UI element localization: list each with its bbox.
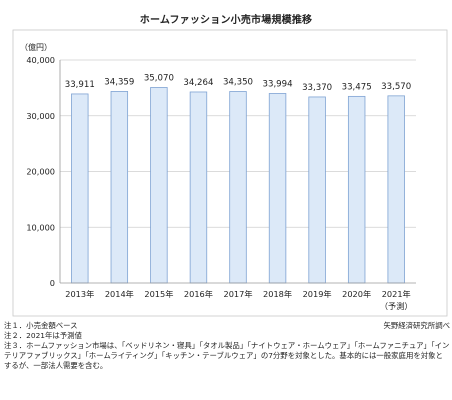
bar: [308, 96, 326, 284]
x-tick-label: 2018年: [263, 289, 292, 299]
x-tick-label: 2016年: [184, 289, 213, 299]
chart-title: ホームファッション小売市場規模推移: [139, 15, 313, 26]
y-tick-label: 40,000: [26, 55, 55, 65]
y-axis-ticks: 0 10,000 20,000 30,000 40,000: [26, 55, 55, 288]
data-label: 33,370: [302, 83, 332, 93]
x-tick-label: 2017年: [223, 289, 252, 299]
x-tick-label: 2013年: [65, 289, 94, 299]
x-tick-sublabel: （予測）: [380, 301, 413, 311]
bar: [110, 91, 129, 284]
bar: [347, 95, 366, 284]
bar: [189, 91, 208, 284]
y-tick-label: 0: [50, 278, 55, 288]
bar: [268, 93, 287, 284]
y-tick-label: 10,000: [26, 222, 55, 232]
bar: [387, 95, 405, 284]
note-1: 注１．小売金額ベース: [4, 321, 78, 330]
bars: [71, 87, 405, 284]
data-label: 34,264: [183, 78, 213, 88]
x-axis-ticks: 2013年 2014年 2015年 2016年 2017年 2018年 2019年 2020年…: [65, 289, 412, 311]
plot-frame: [12, 29, 448, 317]
note-2: 注２．2021年は予測値: [4, 331, 82, 340]
x-tick-label: 2015年: [144, 289, 173, 299]
data-label: 33,475: [342, 82, 372, 92]
y-unit-label: （億円）: [20, 42, 52, 52]
note-3: 注３．ホームファッション市場は、「ベッドリネン・寝具」「タオル製品」「ナイトウェ…: [4, 341, 450, 370]
y-tick-label: 20,000: [26, 167, 55, 177]
note-row-2: 注２．2021年は予測値: [4, 331, 450, 341]
bar: [229, 91, 247, 284]
data-label: 34,350: [223, 77, 253, 87]
data-label: 33,570: [381, 82, 411, 92]
data-label: 35,070: [144, 73, 174, 83]
x-tick-label: 2020年: [342, 289, 371, 299]
x-tick-label: 2021年: [382, 289, 411, 299]
data-label: 33,994: [263, 79, 293, 89]
bar: [71, 93, 89, 284]
y-tick-label: 30,000: [26, 111, 55, 121]
note-row-3: 注３．ホームファッション市場は、「ベッドリネン・寝具」「タオル製品」「ナイトウェ…: [4, 341, 450, 371]
data-label: 34,359: [104, 77, 134, 87]
footnotes: 注１．小売金額ベース 矢野経済研究所調べ 注２．2021年は予測値 注３．ホーム…: [4, 321, 450, 371]
data-label: 33,911: [65, 80, 95, 90]
x-tick-label: 2014年: [105, 289, 134, 299]
source-credit: 矢野経済研究所調べ: [383, 321, 450, 330]
x-tick-label: 2019年: [303, 289, 332, 299]
bar: [150, 87, 168, 284]
data-labels: 33,911 34,359 35,070 34,264 34,350 33,994 33,3…: [65, 73, 412, 92]
note-row-1: 注１．小売金額ベース 矢野経済研究所調べ: [4, 321, 450, 331]
